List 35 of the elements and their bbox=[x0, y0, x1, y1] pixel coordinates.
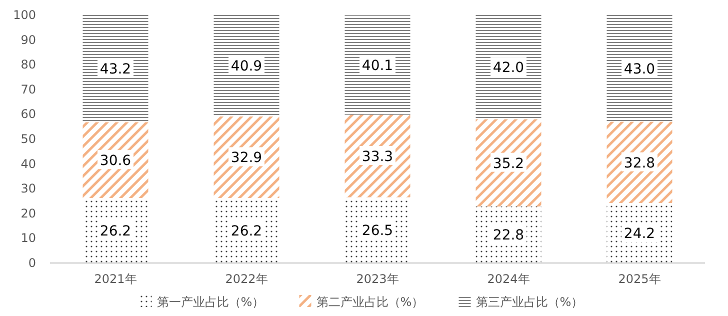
legend-label: 第三产业占比（%） bbox=[476, 295, 584, 309]
y-tick-label: 80 bbox=[20, 58, 36, 72]
data-label: 26.2 bbox=[100, 224, 132, 240]
data-label: 35.2 bbox=[492, 156, 524, 172]
bar bbox=[476, 119, 542, 206]
data-label: 26.5 bbox=[362, 223, 394, 240]
x-tick-label: 2023年 bbox=[356, 272, 399, 286]
x-tick-label: 2022年 bbox=[225, 272, 268, 286]
y-tick-label: 10 bbox=[20, 231, 36, 246]
y-tick-label: 0 bbox=[28, 256, 36, 270]
data-label: 32.9 bbox=[230, 150, 262, 166]
y-tick-label: 20 bbox=[20, 206, 36, 220]
x-tick-label: 2025年 bbox=[618, 272, 661, 286]
data-label: 26.2 bbox=[230, 224, 262, 240]
y-tick-label: 30 bbox=[20, 182, 36, 196]
data-label: 33.3 bbox=[362, 148, 394, 165]
data-label: 40.9 bbox=[230, 58, 262, 75]
data-label: 43.2 bbox=[100, 62, 132, 78]
x-tick-label: 2021年 bbox=[94, 272, 137, 286]
data-label: 42.0 bbox=[492, 60, 524, 76]
y-tick-label: 50 bbox=[20, 132, 36, 146]
y-tick-label: 40 bbox=[20, 156, 36, 171]
data-label: 30.6 bbox=[100, 153, 132, 170]
data-label: 22.8 bbox=[492, 228, 524, 244]
x-tick-label: 2024年 bbox=[487, 272, 530, 286]
y-tick-label: 90 bbox=[20, 32, 36, 47]
data-label: 24.2 bbox=[624, 226, 656, 242]
data-label: 40.1 bbox=[362, 58, 394, 74]
data-label: 43.0 bbox=[624, 61, 656, 78]
legend-label: 第一产业占比（%） bbox=[156, 295, 264, 309]
legend-label: 第二产业占比（%） bbox=[316, 295, 424, 309]
y-tick-label: 60 bbox=[20, 107, 36, 122]
y-tick-label: 100 bbox=[13, 8, 36, 22]
data-label: 32.8 bbox=[624, 155, 656, 172]
y-tick-label: 70 bbox=[20, 82, 36, 96]
